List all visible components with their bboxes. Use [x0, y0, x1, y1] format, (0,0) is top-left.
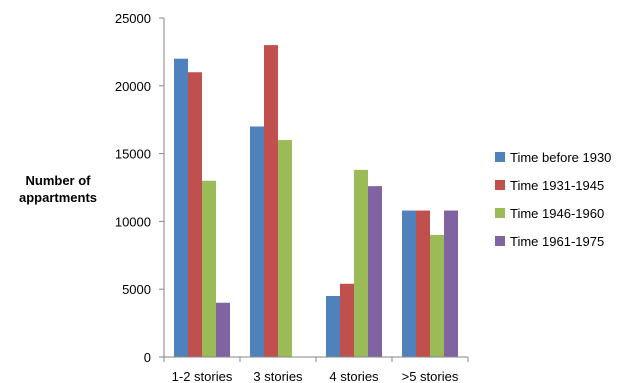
bar-time-before-1930-5-stories — [402, 210, 416, 357]
x-tick-label: 3 stories — [253, 369, 303, 383]
bar-time-1961-1975-1-2-stories — [216, 302, 230, 357]
legend-swatch-time-1961-1975 — [495, 236, 505, 246]
bar-time-1946-1960-3-stories — [278, 140, 292, 357]
x-tick-label: >5 stories — [402, 369, 459, 383]
y-axis-ticks: 0 5000 10000 15000 20000 25000 — [115, 11, 164, 365]
legend-swatch-time-1931-1945 — [495, 180, 505, 190]
y-tick-label: 25000 — [115, 11, 151, 26]
legend-swatch-time-1946-1960 — [495, 208, 505, 218]
legend-label: Time 1931-1945 — [510, 178, 604, 193]
bar-time-before-1930-3-stories — [250, 126, 264, 357]
x-axis-labels: 1-2 stories 3 stories 4 stories >5 stories — [172, 369, 459, 383]
bar-time-1931-1945-4-stories — [340, 283, 354, 357]
bar-time-1961-1975-5-stories — [444, 210, 458, 357]
bar-time-1931-1945-1-2-stories — [188, 72, 202, 358]
bar-time-before-1930-4-stories — [326, 295, 340, 357]
y-tick-label: 5000 — [122, 282, 151, 297]
legend-label: Time 1946-1960 — [510, 206, 604, 221]
bar-time-1946-1960-5-stories — [430, 234, 444, 357]
bar-time-1931-1945-5-stories — [416, 210, 430, 357]
bar-time-1931-1945-3-stories — [264, 45, 278, 358]
y-axis-title-line-1: Number of — [26, 173, 92, 188]
y-tick-label: 15000 — [115, 147, 151, 162]
x-tick-label: 1-2 stories — [172, 369, 233, 383]
x-axis-ticks — [163, 357, 469, 362]
y-axis-title: Number of appartments — [19, 173, 97, 205]
legend-label: Time 1961-1975 — [510, 234, 604, 249]
bar-time-1946-1960-4-stories — [354, 169, 368, 357]
legend-label: Time before 1930 — [510, 150, 611, 165]
y-tick-label: 10000 — [115, 214, 151, 229]
y-tick-label: 20000 — [115, 79, 151, 94]
x-tick-label: 4 stories — [329, 369, 379, 383]
y-axis-title-line-2: appartments — [19, 190, 97, 205]
bar-time-1946-1960-1-2-stories — [202, 180, 216, 357]
bars — [174, 45, 458, 358]
bar-time-1961-1975-4-stories — [368, 186, 382, 357]
legend-swatch-time-before-1930 — [495, 152, 505, 162]
bar-time-before-1930-1-2-stories — [174, 58, 188, 358]
y-tick-label: 0 — [144, 350, 151, 365]
legend: Time before 1930 Time 1931-1945 Time 1946-… — [495, 150, 611, 249]
